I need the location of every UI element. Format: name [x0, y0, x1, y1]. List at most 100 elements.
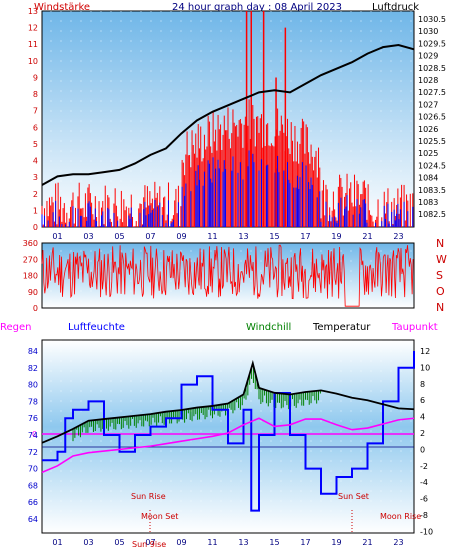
- x-tick: 19: [331, 538, 341, 547]
- temp-y-ticks: 12 10 8 6 4 2 0 -2 -4 -6 -8 -10: [420, 347, 433, 536]
- x-tick: 01: [52, 232, 62, 241]
- wind-y-tick: 6: [33, 123, 38, 132]
- x-tick: 17: [300, 232, 310, 241]
- x-tick: 15: [269, 538, 279, 547]
- direction-y-tick: 0: [33, 304, 38, 313]
- wind-y-tick: 0: [33, 223, 38, 232]
- x-tick: 07: [145, 538, 155, 547]
- header-center: 24 hour graph day : 08 April 2023: [172, 2, 342, 13]
- legend-temperatur: Temperatur: [312, 322, 371, 333]
- legend-windchill: Windchill: [246, 322, 291, 333]
- humidity-y-tick: 80: [28, 381, 38, 390]
- wind-y-tick: 4: [33, 157, 38, 166]
- legend-taupunkt: Taupunkt: [391, 322, 438, 333]
- temp-y-tick: 0: [420, 445, 425, 454]
- direction-y-ticks: 360 270 180 90 0: [23, 239, 38, 313]
- wind-y-tick: 5: [33, 140, 38, 149]
- wind-y-tick: 12: [28, 24, 38, 33]
- compass-label: W: [436, 253, 447, 266]
- humidity-y-tick: 78: [28, 397, 38, 406]
- x-tick: 09: [176, 538, 186, 547]
- x-tick: 03: [83, 232, 93, 241]
- direction-y-tick: 90: [28, 288, 38, 297]
- wind-y-tick: 9: [33, 73, 38, 82]
- pressure-y-tick: 1027.5: [418, 88, 446, 97]
- temp-y-tick: 8: [420, 380, 425, 389]
- x-tick: 19: [331, 232, 341, 241]
- x-tick: 05: [114, 232, 124, 241]
- x-tick: 21: [362, 538, 372, 547]
- dewpoint-line: [41, 417, 415, 474]
- legend-regen: Regen: [0, 322, 32, 333]
- humidity-y-tick: 64: [28, 515, 38, 524]
- x-tick: 01: [52, 538, 62, 547]
- x-tick: 11: [207, 232, 217, 241]
- wind-y-tick: 2: [33, 190, 38, 199]
- humidity-y-tick: 72: [28, 448, 38, 457]
- pressure-y-tick: 1027: [418, 100, 438, 109]
- humidity-y-tick: 74: [28, 431, 38, 440]
- wind-y-tick: 7: [33, 107, 38, 116]
- temp-y-tick: 12: [420, 347, 430, 356]
- pressure-y-tick: 1025: [418, 149, 438, 158]
- wind-y-tick: 3: [33, 173, 38, 182]
- x-tick: 11: [207, 538, 217, 547]
- humidity-y-tick: 82: [28, 364, 38, 373]
- x-tick: 15: [269, 232, 279, 241]
- pressure-y-tick: 1026.5: [418, 113, 446, 122]
- temp-y-tick: 10: [420, 363, 430, 372]
- humidity-y-tick: 70: [28, 465, 38, 474]
- temp-y-tick: -6: [420, 495, 428, 504]
- temp-y-tick: -4: [420, 478, 428, 487]
- pressure-y-tick: 1028.5: [418, 64, 446, 73]
- header-right: Luftdruck: [372, 2, 419, 13]
- p3-x-ticks: 01 03 05 07 09 11 13 15 17 19 21 23: [52, 538, 403, 547]
- pressure-y-tick: 1029: [418, 52, 438, 61]
- rain-zero-label: 0: [32, 430, 37, 439]
- p1-x-ticks: 01 03 05 07 09 11 13 15 17 19 21 23: [52, 232, 403, 241]
- compass-label: N: [436, 237, 444, 250]
- direction-y-tick: 180: [23, 272, 38, 281]
- temp-y-tick: -2: [420, 462, 428, 471]
- legend-luftfeuchte: Luftfeuchte: [68, 322, 125, 333]
- direction-y-tick: 360: [23, 239, 38, 248]
- sun-set-label: Sun Set: [338, 492, 369, 501]
- pressure-y-tick: 1030: [418, 27, 438, 36]
- compass-label: O: [436, 285, 445, 298]
- pressure-y-tick: 1028: [418, 76, 438, 85]
- humidity-y-tick: 68: [28, 481, 38, 490]
- x-tick: 05: [114, 538, 124, 547]
- temp-y-tick: 2: [420, 429, 425, 438]
- x-tick: 21: [362, 232, 372, 241]
- humidity-y-ticks: 84 82 80 78 76 74 72 70 68 66 64: [28, 347, 38, 524]
- x-tick: 13: [238, 232, 248, 241]
- pressure-y-tick: 1025.5: [418, 137, 446, 146]
- sun-bottom-label: Sun 9ise: [132, 540, 166, 549]
- x-tick: 03: [83, 538, 93, 547]
- wind-y-tick: 10: [28, 57, 38, 66]
- pressure-y-tick: 1084: [418, 174, 438, 183]
- x-tick: 09: [176, 232, 186, 241]
- x-tick: 07: [145, 232, 155, 241]
- compass-label: S: [436, 269, 443, 282]
- wind-y-tick: 1: [33, 206, 38, 215]
- pressure-y-ticks: 1030.5 1030 1029.5 1029 1028.5 1028 1027.5 1027…: [418, 15, 446, 219]
- wind-y-tick: 8: [33, 90, 38, 99]
- pressure-y-tick: 1024.5: [418, 161, 446, 170]
- x-tick: 23: [393, 232, 403, 241]
- pressure-y-tick: 1026: [418, 125, 438, 134]
- x-tick: 13: [238, 538, 248, 547]
- x-tick: 23: [393, 538, 403, 547]
- direction-y-tick: 270: [23, 255, 38, 264]
- x-tick: 17: [300, 538, 310, 547]
- pressure-y-tick: 1029.5: [418, 39, 446, 48]
- moon-rise-label: Moon Rise: [380, 512, 421, 521]
- wind-y-tick: 13: [28, 7, 38, 16]
- pressure-y-tick: 1082.5: [418, 210, 446, 219]
- temp-y-tick: -10: [420, 527, 433, 536]
